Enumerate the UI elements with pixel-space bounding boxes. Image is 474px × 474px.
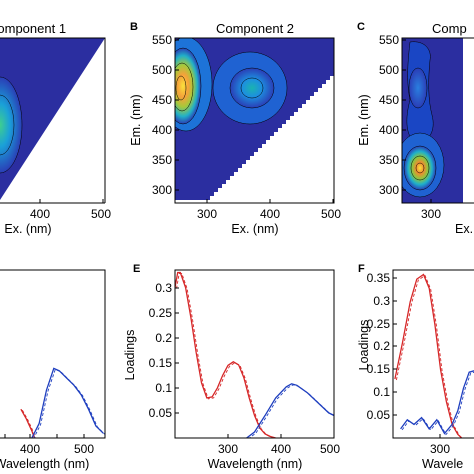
panel-e-ytick-0.05: 0.05 [149, 406, 173, 420]
panel-c-ytick-450: 450 [379, 93, 399, 107]
panel-c-title: Comp [432, 21, 467, 36]
panel-f-series-0-fit [395, 274, 463, 438]
panel-e-series-0-fit [176, 273, 276, 438]
panel-d-xtick-500: 500 [74, 442, 94, 456]
panel-b-xlabel: Ex. (nm) [231, 222, 278, 236]
panel-e-ytick-0.1: 0.1 [155, 381, 172, 395]
panel-f-xlabel: Wavele [422, 457, 463, 471]
panel-b-ytick-450: 450 [152, 93, 172, 107]
panel-d-xlabel: Wavelength (nm) [0, 457, 89, 471]
panel-b-peak-1 [175, 47, 202, 125]
panel-f-xtick-300: 300 [430, 442, 450, 456]
panel-c-yticks: 550 500 450 400 350 300 [379, 33, 406, 197]
panel-c-peak-2 [408, 67, 428, 109]
panel-b-ytick-300: 300 [152, 183, 172, 197]
panel-c-right-mask [463, 38, 474, 203]
panel-f-ytick-0.3: 0.3 [373, 294, 390, 308]
panel-b-ylabel: Em. (nm) [129, 94, 143, 145]
panel-b-xtick-500: 500 [321, 207, 341, 221]
panel-a-xlabel: Ex. (nm) [4, 222, 51, 236]
panel-b: B Component 2 550 500 450 400 350 300 30… [129, 21, 341, 236]
panel-f-series-0-line [394, 273, 463, 438]
panel-e-ylabel: Loadings [123, 330, 137, 381]
panel-e-xticks: 300 400 500 [218, 434, 340, 456]
panel-e-series-1-line [246, 383, 334, 438]
panel-b-xtick-400: 400 [260, 207, 280, 221]
panel-f-ytick-0.2: 0.2 [373, 339, 390, 353]
panel-d-series-0-fit [22, 409, 37, 438]
panel-a-peak [0, 76, 23, 174]
panel-b-triangle-mask [175, 38, 334, 203]
panel-b-yticks: 550 500 450 400 350 300 [152, 33, 179, 197]
panel-f-ytick-0.25: 0.25 [367, 317, 391, 331]
panel-e: E 0.05 0.1 0.15 0.2 0.25 0.3 300 400 500… [123, 263, 340, 471]
panel-f-ytick-0.1: 0.1 [373, 385, 390, 399]
panel-f-ytick-0.05: 0.05 [367, 408, 391, 422]
panel-f: F 0.05 0.1 0.15 0.2 0.25 0.3 0.35 300 Wa… [357, 263, 474, 471]
panel-b-xtick-300: 300 [197, 207, 217, 221]
panel-d-series-0-line [20, 408, 36, 438]
panel-e-ytick-0.25: 0.25 [149, 306, 173, 320]
panel-e-label: E [133, 263, 140, 275]
panel-a-triangle-mask [0, 38, 105, 203]
panel-e-series-1-fit [248, 384, 334, 438]
panel-f-ylabel: Loadings [357, 320, 371, 371]
panel-f-yticks: 0.05 0.1 0.15 0.2 0.25 0.3 0.35 [367, 271, 397, 422]
panel-d-xtick-400: 400 [20, 442, 40, 456]
panel-c-ytick-500: 500 [379, 63, 399, 77]
panel-e-xlabel: Wavelength (nm) [208, 457, 303, 471]
panel-c-ytick-350: 350 [379, 153, 399, 167]
panel-b-title: Component 2 [216, 21, 294, 36]
panel-c-xlabel: Ex. [455, 222, 473, 236]
panel-b-ytick-400: 400 [152, 123, 172, 137]
panel-e-xtick-500: 500 [320, 442, 340, 456]
panel-c-ytick-300: 300 [379, 183, 399, 197]
panel-e-series-0-line [175, 271, 276, 438]
panel-e-ytick-0.15: 0.15 [149, 356, 173, 370]
panel-f-ytick-0.15: 0.15 [367, 362, 391, 376]
panel-a-title: Component 1 [0, 21, 66, 36]
panel-f-series-1-fit [401, 371, 474, 436]
panel-b-ytick-350: 350 [152, 153, 172, 167]
panel-b-peak-2 [229, 67, 275, 109]
panel-f-ytick-0.35: 0.35 [367, 271, 391, 285]
panel-f-series-1-line [400, 370, 474, 435]
panel-c-ytick-550: 550 [379, 33, 399, 47]
panel-d-series-1-line [31, 367, 104, 438]
panel-a-xtick-400: 400 [30, 207, 50, 221]
panel-b-ytick-500: 500 [152, 63, 172, 77]
panel-b-ytick-550: 550 [152, 33, 172, 47]
panel-f-label: F [358, 263, 365, 275]
panel-c-xtick-300: 300 [421, 207, 441, 221]
panel-c: C Comp 550 500 450 400 350 300 300 Ex. E… [357, 21, 474, 236]
panel-e-ytick-0.2: 0.2 [155, 331, 172, 345]
panel-e-yticks: 0.05 0.1 0.15 0.2 0.25 0.3 [149, 281, 179, 420]
panel-c-ylabel: Em. (nm) [357, 94, 371, 145]
panel-d: 400 500 Wavelength (nm) [0, 269, 106, 471]
panel-a-xtick-500: 500 [91, 207, 111, 221]
panel-e-ytick-0.3: 0.3 [155, 281, 172, 295]
panel-b-label: B [130, 21, 138, 33]
panel-c-label: C [357, 21, 365, 33]
panel-c-peak-1 [403, 145, 437, 191]
panel-b-xticks: 300 400 500 [197, 199, 341, 221]
panel-e-xtick-400: 400 [271, 442, 291, 456]
panel-c-ytick-400: 400 [379, 123, 399, 137]
panel-e-xtick-300: 300 [218, 442, 238, 456]
panel-a: Component 1 400 500 Ex. (nm) [0, 21, 111, 236]
